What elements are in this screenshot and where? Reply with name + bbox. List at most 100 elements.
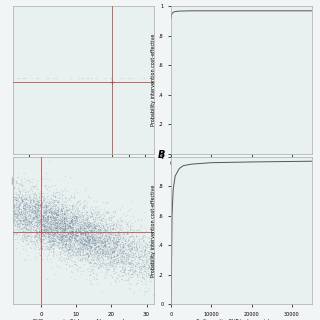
Point — [68, 211, 73, 216]
Point — [43, 206, 48, 211]
Point — [73, 220, 78, 225]
Point — [46, 204, 51, 209]
Point — [116, 258, 121, 263]
Point — [22, 216, 27, 221]
Point — [36, 229, 41, 234]
Point — [46, 198, 52, 203]
Point — [139, 222, 144, 227]
Point — [135, 254, 140, 260]
Point — [43, 224, 48, 229]
Point — [37, 211, 42, 216]
Point — [67, 224, 72, 229]
Point — [89, 245, 94, 251]
Point — [117, 246, 123, 252]
Point — [93, 231, 98, 236]
Point — [42, 222, 47, 227]
Point — [179, 296, 184, 301]
Point — [42, 227, 47, 232]
Point — [148, 230, 153, 235]
Point — [157, 263, 162, 268]
Point — [87, 237, 92, 243]
Point — [54, 216, 59, 221]
Point — [68, 228, 73, 233]
Point — [79, 232, 84, 237]
Point — [3, 208, 8, 213]
Point — [78, 202, 83, 207]
Point — [38, 227, 44, 232]
Point — [59, 220, 64, 225]
Point — [135, 251, 140, 256]
Point — [109, 247, 114, 252]
Point — [67, 220, 72, 225]
Point — [62, 244, 67, 249]
Point — [40, 213, 45, 218]
Point — [50, 214, 55, 219]
Point — [59, 228, 64, 233]
Point — [25, 197, 30, 202]
Point — [49, 222, 54, 227]
Point — [43, 215, 48, 220]
Point — [102, 240, 107, 245]
Point — [29, 221, 35, 226]
Point — [20, 196, 25, 202]
Point — [78, 239, 84, 244]
Point — [4, 196, 9, 201]
Point — [60, 225, 66, 230]
Point — [53, 209, 58, 214]
Point — [72, 215, 77, 220]
Point — [31, 238, 36, 244]
Point — [63, 242, 68, 247]
Point — [47, 206, 52, 211]
Point — [131, 252, 136, 257]
Point — [126, 255, 131, 260]
Point — [69, 195, 74, 200]
Point — [82, 223, 87, 228]
Point — [164, 243, 169, 248]
Point — [82, 241, 87, 246]
Point — [2, 178, 7, 183]
Point — [28, 196, 34, 201]
Point — [130, 261, 135, 266]
Point — [66, 256, 71, 261]
Point — [97, 220, 102, 226]
Point — [64, 202, 69, 207]
Point — [72, 218, 77, 223]
Point — [112, 233, 117, 238]
Point — [59, 258, 64, 263]
Point — [39, 216, 44, 221]
Point — [74, 237, 79, 243]
Point — [98, 227, 103, 232]
Point — [128, 252, 133, 257]
Point — [50, 232, 55, 237]
Point — [67, 234, 72, 239]
Point — [2, 224, 7, 229]
Point — [14, 214, 20, 219]
Point — [57, 221, 62, 227]
Point — [6, 212, 11, 217]
Point — [12, 209, 17, 214]
Point — [148, 259, 153, 264]
Point — [28, 196, 33, 202]
Point — [113, 235, 118, 240]
Point — [22, 76, 28, 81]
Point — [109, 237, 115, 243]
Point — [50, 201, 55, 206]
Point — [57, 232, 62, 237]
Point — [77, 226, 82, 231]
Point — [0, 217, 4, 222]
Point — [110, 226, 116, 231]
Point — [9, 205, 14, 211]
Point — [128, 248, 133, 253]
Point — [43, 229, 48, 234]
Point — [73, 228, 78, 233]
Point — [100, 223, 105, 228]
Point — [16, 186, 21, 191]
Point — [149, 261, 154, 266]
Point — [114, 241, 119, 246]
Point — [8, 209, 13, 214]
Point — [51, 197, 56, 203]
Point — [69, 216, 75, 221]
Point — [26, 206, 31, 212]
Point — [44, 203, 49, 208]
Point — [126, 232, 131, 237]
